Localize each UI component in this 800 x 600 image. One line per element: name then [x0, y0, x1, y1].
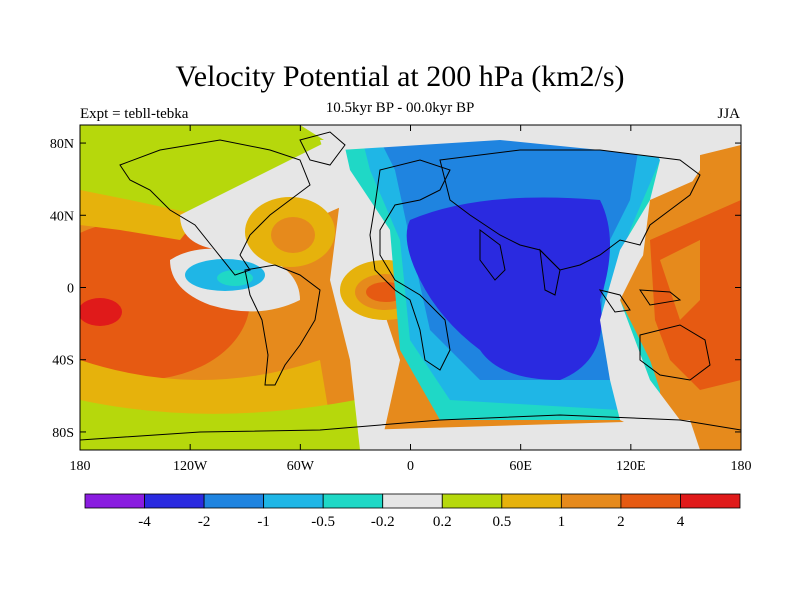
colorbar-label: 0.5 [492, 514, 511, 530]
x-tick-label: 120E [616, 459, 646, 474]
y-tick-label: 40S [52, 354, 74, 369]
colorbar-swatch [382, 493, 443, 509]
y-tick-label: 80N [50, 137, 74, 152]
colorbar-swatch [144, 493, 205, 509]
x-tick-label: 120W [173, 459, 208, 474]
colorbar-label: -0.5 [311, 514, 335, 530]
x-tick-label: 60E [509, 459, 532, 474]
colorbar-label: 1 [558, 514, 566, 530]
x-tick-label: 60W [287, 459, 315, 474]
colorbar-swatch [203, 493, 265, 509]
colorbar-swatch [263, 493, 324, 509]
colorbar-swatch [560, 493, 622, 509]
colorbar-label: -1 [257, 514, 270, 530]
colorbar-label: -0.2 [371, 514, 395, 530]
map-subtitle: 10.5kyr BP - 00.0kyr BP [325, 100, 475, 116]
velocity-potential-field [80, 125, 741, 450]
map-title: Velocity Potential at 200 hPa (km2/s) [175, 60, 625, 93]
colorbar-label: -2 [198, 514, 211, 530]
map-axes: 80N 40N 0 40S 80S 180 120W 60W 0 60E 120E 180 [50, 125, 752, 474]
coastlines [80, 131, 741, 441]
experiment-label: Expt = tebll-tebka [80, 106, 189, 122]
colorbar-label: 4 [677, 514, 685, 530]
x-tick-label: 0 [407, 459, 414, 474]
colorbar-swatch [680, 493, 741, 509]
y-tick-label: 40N [50, 209, 74, 224]
colorbar: -4 -2 -1 -0.5 -0.2 0.2 0.5 1 2 4 [84, 493, 741, 530]
x-tick-label: 180 [731, 459, 752, 474]
colorbar-swatch [501, 493, 562, 509]
colorbar-label: -4 [138, 514, 151, 530]
colorbar-swatch [84, 493, 145, 509]
colorbar-swatch [322, 493, 384, 509]
colorbar-swatch [620, 493, 681, 509]
colorbar-swatch [441, 493, 503, 509]
y-tick-label: 0 [67, 282, 74, 297]
colorbar-label: 0.2 [433, 514, 452, 530]
season-label: JJA [717, 106, 740, 122]
y-tick-label: 80S [52, 426, 74, 441]
x-tick-label: 180 [70, 459, 91, 474]
colorbar-label: 2 [617, 514, 625, 530]
